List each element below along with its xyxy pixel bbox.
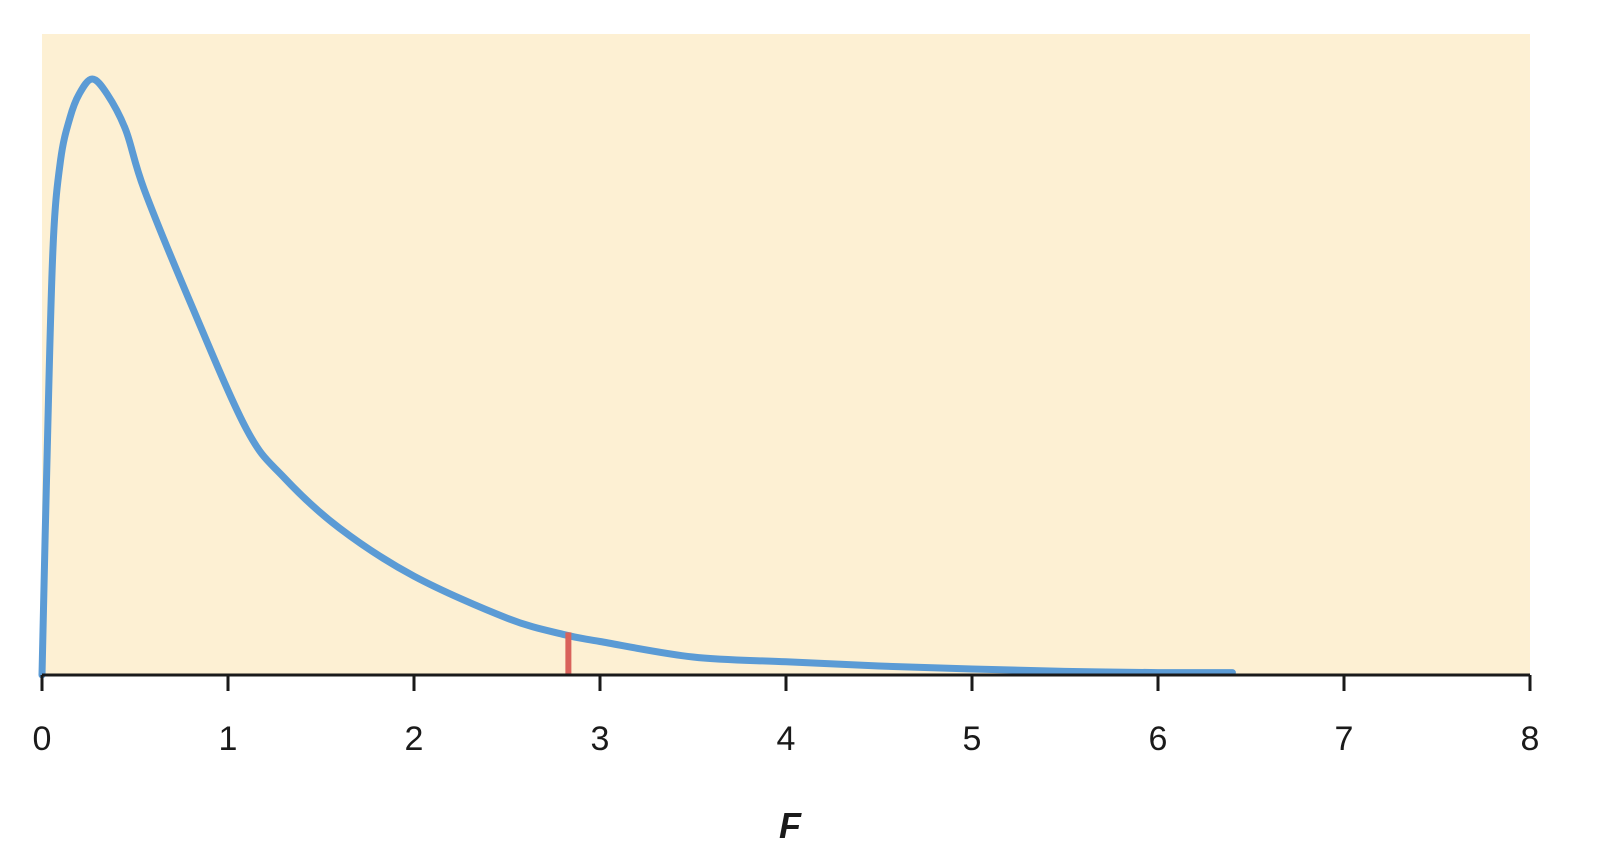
x-axis-ticks: 0 1 2 3 4 5 6 7 8 [33, 675, 1540, 758]
x-tick-label: 3 [591, 720, 610, 758]
x-tick-label: 8 [1521, 720, 1540, 758]
x-tick-label: 2 [405, 720, 424, 758]
x-axis-title: F [779, 805, 802, 846]
density-curve [38, 75, 1236, 679]
x-tick-label: 1 [219, 720, 238, 758]
x-tick-label: 6 [1149, 720, 1168, 758]
plot-background [42, 34, 1530, 675]
x-tick-label: 4 [777, 720, 796, 758]
x-tick-label: 7 [1335, 720, 1354, 758]
x-tick-label: 5 [963, 720, 982, 758]
x-tick-label: 0 [33, 720, 52, 758]
